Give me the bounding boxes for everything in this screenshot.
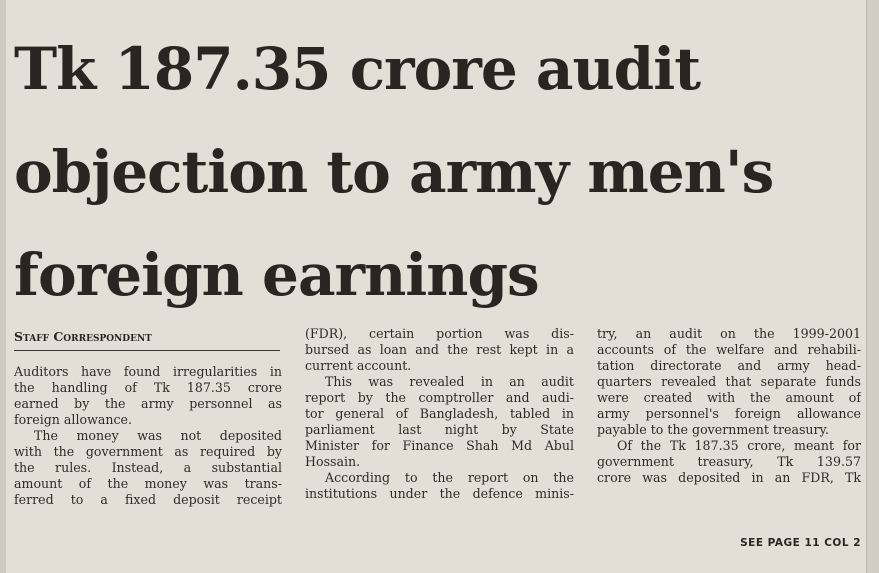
text-line: ferred to a fixed deposit receipt — [14, 492, 282, 507]
text-line: were created with the amount of — [597, 390, 861, 405]
continuation-note: SEE PAGE 11 COL 2 — [740, 537, 861, 549]
headline-line-1: Tk 187.35 crore audit — [14, 35, 701, 103]
text-line: the rules. Instead, a substantial — [14, 460, 282, 475]
text-line: crore was deposited in an FDR, Tk — [597, 470, 861, 485]
text-line: try, an audit on the 1999-2001 — [597, 326, 861, 341]
text-line: with the government as required by — [14, 444, 282, 459]
text-line: quarters revealed that separate funds — [597, 374, 861, 389]
text-line: According to the report on the — [325, 470, 574, 485]
text-line: The money was not deposited — [34, 428, 282, 443]
text-line: report by the comptroller and audi- — [305, 390, 574, 405]
text-line: tation directorate and army head- — [597, 358, 861, 373]
text-line: payable to the government treasury. — [597, 422, 830, 437]
text-line: institutions under the defence minis- — [305, 486, 574, 501]
byline-rule — [14, 350, 280, 351]
text-line: accounts of the welfare and rehabili- — [597, 342, 861, 357]
text-line: parliament last night by State — [305, 422, 574, 437]
text-line: government treasury, Tk 139.57 — [597, 454, 861, 469]
article-column-3: try, an audit on the 1999-2001 accounts o… — [597, 326, 861, 486]
adjacent-column-bleed — [866, 0, 879, 573]
article-column-2: (FDR), certain portion was dis-bursed as… — [305, 326, 574, 502]
text-line: Of the Tk 187.35 crore, meant for — [617, 438, 861, 453]
text-line: foreign allowance. — [14, 412, 132, 427]
article-column-1: Auditors have found irregularities in the… — [14, 364, 282, 508]
text-line: amount of the money was trans- — [14, 476, 282, 491]
text-line: the handling of Tk 187.35 crore — [14, 380, 282, 395]
text-line: Minister for Finance Shah Md Abul — [305, 438, 574, 453]
text-line: Hossain. — [305, 454, 361, 469]
text-line: bursed as loan and the rest kept in a — [305, 342, 574, 357]
text-line: current account. — [305, 358, 412, 373]
text-line: tor general of Bangladesh, tabled in — [305, 406, 574, 421]
headline-line-2: objection to army men's — [14, 138, 774, 206]
text-line: This was revealed in an audit — [325, 374, 574, 389]
headline-line-3: foreign earnings — [14, 241, 540, 309]
headline: Tk 187.35 crore audit objection to army … — [14, 18, 864, 327]
text-line: earned by the army personnel as — [14, 396, 282, 411]
text-line: army personnel's foreign allowance — [597, 406, 861, 421]
page-edge — [0, 0, 6, 573]
text-line: (FDR), certain portion was dis- — [305, 326, 574, 341]
text-line: Auditors have found irregularities in — [14, 364, 282, 379]
byline: Staff Correspondent — [14, 329, 152, 344]
